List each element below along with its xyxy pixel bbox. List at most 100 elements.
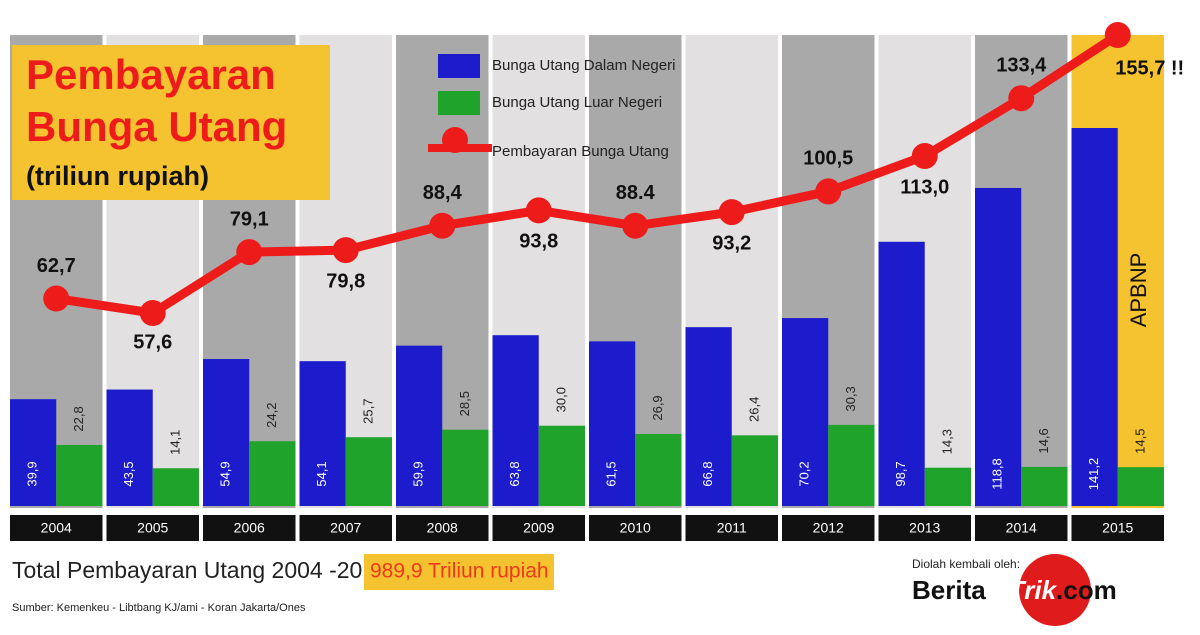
- value-label: 79,1: [230, 208, 269, 230]
- value-label: 118,8: [990, 458, 1005, 490]
- source: Sumber: Kemenkeu - Libtbang KJ/ami - Kor…: [12, 602, 306, 614]
- bar: [589, 341, 636, 506]
- line-point: [429, 212, 456, 239]
- value-label: 133,4: [996, 54, 1047, 76]
- x-tick-label: 2015: [1102, 520, 1133, 536]
- legend-swatch: [438, 91, 480, 115]
- year-box: [589, 515, 682, 541]
- value-label: 63,8: [507, 461, 522, 486]
- x-tick-label: 2006: [234, 520, 265, 536]
- value-label: 141,2: [1086, 458, 1101, 491]
- chart-title: Pembayaran: [26, 51, 276, 98]
- bar: [56, 444, 103, 506]
- line-point: [525, 197, 552, 224]
- legend-swatch: [442, 127, 468, 153]
- logo-part: Berita: [912, 575, 986, 605]
- logo-circle: [1019, 554, 1091, 626]
- line-point: [815, 178, 842, 205]
- x-tick-label: 2005: [137, 520, 168, 536]
- x-tick-label: 2014: [1006, 520, 1037, 536]
- year-box: [299, 515, 392, 541]
- value-label: 14,3: [939, 429, 954, 454]
- chart-subtitle: (triliun rupiah): [26, 161, 209, 191]
- bar: [492, 335, 539, 506]
- line-point: [1008, 85, 1035, 112]
- side-label: APBNP: [1126, 253, 1151, 328]
- x-tick-label: 2010: [620, 520, 651, 536]
- value-label: 79,8: [326, 270, 365, 292]
- bar: [10, 399, 57, 506]
- total-box: [364, 554, 554, 590]
- line-point: [1104, 22, 1131, 48]
- value-label: 14,6: [1036, 428, 1051, 453]
- line-layer: 62,7 57,6 79,1 79,8 88,4 93,8 88.4 93,2 100,5 113…: [37, 22, 1184, 353]
- value-label: 26,4: [746, 397, 761, 422]
- year-box: [203, 515, 296, 541]
- value-label: 22,8: [71, 406, 86, 431]
- year-box: [106, 515, 199, 541]
- bar: [878, 241, 925, 506]
- value-label: 93,2: [712, 232, 751, 254]
- bar: [299, 361, 346, 506]
- logo-text: BeritainTrik.com: [912, 575, 1117, 605]
- line-point: [139, 300, 166, 326]
- value-label: 26,9: [650, 395, 665, 420]
- value-label: 30,3: [843, 386, 858, 411]
- credit: Diolah kembali oleh:: [912, 557, 1020, 571]
- chart-title: Bunga Utang: [26, 103, 287, 150]
- value-label: 28,5: [457, 391, 472, 416]
- logo-part: .com: [1056, 575, 1117, 605]
- value-label: 61,5: [604, 461, 619, 486]
- bar: [924, 467, 971, 506]
- bar: [1117, 467, 1164, 506]
- x-tick-label: 2008: [427, 520, 458, 536]
- year-box: [10, 515, 103, 541]
- bar: [635, 433, 682, 506]
- legend-label: Pembayaran Bunga Utang: [492, 143, 669, 160]
- logo-part: inTrik: [986, 575, 1058, 605]
- year-box: [878, 515, 971, 541]
- bar: [396, 345, 443, 506]
- bar: [106, 389, 153, 506]
- bars: 39,9 43,5 54,9 54,1 59,9 63,8 61,5 66,8 70,2 98,7…: [10, 128, 1164, 506]
- value-label: 70,2: [797, 461, 812, 486]
- legend-label: Bunga Utang Luar Negeri: [492, 94, 662, 111]
- value-label: 88,4: [423, 182, 463, 204]
- legend-label: Bunga Utang Dalam Negeri: [492, 57, 675, 74]
- value-label: 98,7: [893, 461, 908, 486]
- value-label: 43,5: [121, 461, 136, 486]
- value-label: 25,7: [360, 399, 375, 424]
- value-label: 113,0: [900, 176, 949, 198]
- total-label: Total Pembayaran Utang 2004 -2014:: [12, 557, 394, 583]
- bar: [203, 359, 250, 506]
- value-label: 66,8: [700, 461, 715, 486]
- legend-swatch: [438, 54, 480, 78]
- x-tick-label: 2009: [523, 520, 554, 536]
- title-box: [12, 45, 330, 200]
- value-label: 62,7: [37, 255, 76, 277]
- value-label: 93,8: [519, 231, 558, 253]
- bar: [731, 435, 778, 506]
- x-tick-label: 2007: [330, 520, 361, 536]
- bar: [975, 187, 1022, 506]
- value-label: 14,1: [167, 430, 182, 455]
- bar: [249, 441, 296, 506]
- line-point: [622, 212, 649, 239]
- bar: [1071, 128, 1118, 506]
- line-point: [718, 199, 745, 226]
- line-point: [43, 285, 70, 312]
- year-box: [782, 515, 875, 541]
- bar: [538, 425, 585, 506]
- x-tick-label: 2012: [813, 520, 844, 536]
- bar: [152, 468, 199, 506]
- bar: [828, 424, 875, 506]
- year-box: [396, 515, 489, 541]
- line-point: [236, 239, 263, 266]
- year-box: [1071, 515, 1164, 541]
- x-tick-label: 2004: [41, 520, 72, 536]
- year-box: [492, 515, 585, 541]
- value-label: 24,2: [264, 403, 279, 428]
- bar: [1021, 466, 1068, 506]
- year-box: [685, 515, 778, 541]
